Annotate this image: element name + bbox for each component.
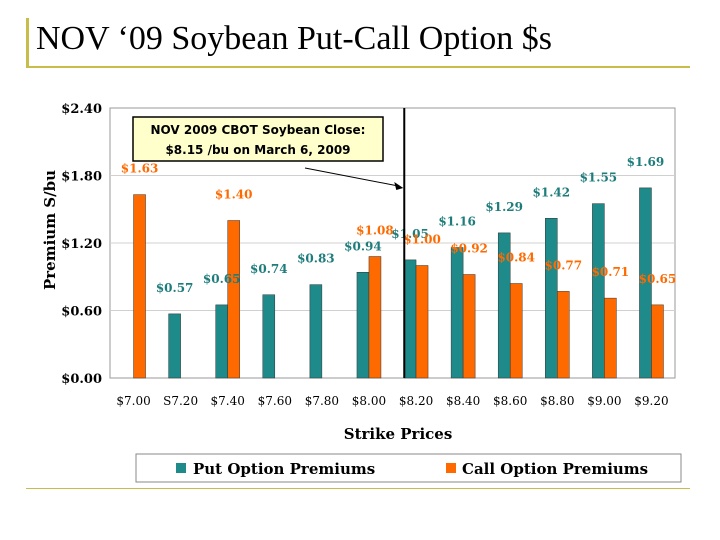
call-bar bbox=[462, 274, 476, 379]
data-label: $0.74 bbox=[250, 262, 288, 276]
annotation-line2: $8.15 /bu on March 6, 2009 bbox=[165, 143, 350, 157]
x-tick-label: $8.60 bbox=[493, 394, 527, 408]
y-tick-label: $1.80 bbox=[61, 170, 102, 185]
data-label: $0.71 bbox=[592, 265, 630, 279]
put-bar bbox=[639, 187, 652, 379]
data-label: $1.69 bbox=[627, 155, 665, 169]
call-bar bbox=[133, 194, 146, 379]
put-bar bbox=[403, 259, 417, 379]
put-bar bbox=[450, 247, 464, 379]
legend-swatch-put bbox=[176, 463, 186, 473]
legend-label-put: Put Option Premiums bbox=[193, 460, 375, 478]
data-label: $1.05 bbox=[391, 227, 429, 241]
title-accent-bar bbox=[26, 18, 29, 66]
legend-label-call: Call Option Premiums bbox=[462, 460, 648, 478]
annotation-arrow-shaft bbox=[304, 167, 399, 187]
data-label: $1.55 bbox=[580, 171, 618, 185]
legend-box bbox=[135, 453, 682, 483]
data-label: $0.65 bbox=[639, 272, 677, 286]
call-bar bbox=[604, 297, 617, 379]
put-bar bbox=[168, 313, 181, 379]
title-underline bbox=[26, 66, 690, 68]
x-tick-label: $9.00 bbox=[587, 394, 621, 408]
data-label: $0.65 bbox=[203, 272, 241, 286]
price-annotation: NOV 2009 CBOT Soybean Close: $8.15 /bu on… bbox=[132, 108, 406, 378]
legend-swatch-call bbox=[446, 463, 456, 473]
x-tick-label: S7.20 bbox=[163, 394, 198, 408]
y-tick-label: $1.20 bbox=[61, 237, 102, 252]
call-bar bbox=[557, 291, 570, 379]
x-tick-label: $7.80 bbox=[305, 394, 339, 408]
x-tick-label: $8.20 bbox=[399, 394, 433, 408]
put-bar bbox=[592, 203, 605, 379]
x-tick-label: $8.00 bbox=[352, 394, 386, 408]
put-bar bbox=[215, 304, 228, 379]
x-tick-label: $8.80 bbox=[540, 394, 574, 408]
y-tick-label: $0.60 bbox=[61, 305, 102, 320]
put-bar bbox=[262, 294, 276, 379]
y-tick-label: $2.40 bbox=[61, 102, 102, 117]
data-label: $1.63 bbox=[121, 162, 159, 176]
put-bar bbox=[356, 272, 370, 379]
data-label: $0.94 bbox=[344, 239, 382, 253]
x-tick-label: $9.20 bbox=[634, 394, 668, 408]
data-label: $1.40 bbox=[215, 188, 253, 202]
data-label: $0.77 bbox=[545, 258, 583, 272]
data-label: $0.84 bbox=[497, 251, 535, 265]
y-axis-label: Premium S/bu bbox=[41, 170, 59, 290]
data-label: $0.92 bbox=[450, 242, 488, 256]
call-bar bbox=[509, 283, 523, 379]
data-label: $0.83 bbox=[297, 252, 335, 266]
data-label: $1.00 bbox=[403, 233, 441, 247]
footer-rule bbox=[26, 488, 690, 489]
put-bar bbox=[545, 218, 558, 379]
bars bbox=[133, 187, 664, 379]
call-bar bbox=[651, 304, 664, 379]
annotation-box bbox=[132, 116, 384, 162]
slide-title: NOV ‘09 Soybean Put-Call Option $s bbox=[36, 20, 552, 57]
x-tick-label: $7.40 bbox=[211, 394, 245, 408]
x-tick-label: $7.60 bbox=[258, 394, 292, 408]
legend: Put Option Premiums Call Option Premiums bbox=[135, 453, 682, 483]
gridlines bbox=[110, 175, 675, 311]
data-label: $1.08 bbox=[356, 224, 394, 238]
y-tick-labels: $0.00 $0.60 $1.20 $1.80 $2.40 bbox=[61, 102, 102, 387]
call-bar bbox=[227, 220, 240, 379]
x-tick-labels: $7.00 S7.20 $7.40 $7.60 $7.80 $8.00 $8.20 $8.40… bbox=[116, 394, 668, 408]
data-label: $1.29 bbox=[485, 200, 523, 214]
data-label: $1.42 bbox=[533, 185, 571, 199]
call-bar bbox=[415, 265, 429, 379]
annotation-arrow-head bbox=[394, 182, 404, 190]
x-tick-label: $7.00 bbox=[116, 394, 150, 408]
x-axis-label: Strike Prices bbox=[344, 425, 453, 443]
put-bar bbox=[309, 284, 323, 379]
data-labels: $0.57 $0.65 $0.74 $0.83 $0.94 $1.05 $1.16 $1.29… bbox=[121, 155, 676, 295]
call-bar bbox=[368, 256, 382, 379]
data-label: $0.57 bbox=[156, 281, 194, 295]
x-tick-label: $8.40 bbox=[446, 394, 480, 408]
data-label: $1.16 bbox=[438, 215, 476, 229]
y-tick-label: $0.00 bbox=[61, 372, 102, 387]
annotation-line1: NOV 2009 CBOT Soybean Close: bbox=[151, 123, 366, 137]
